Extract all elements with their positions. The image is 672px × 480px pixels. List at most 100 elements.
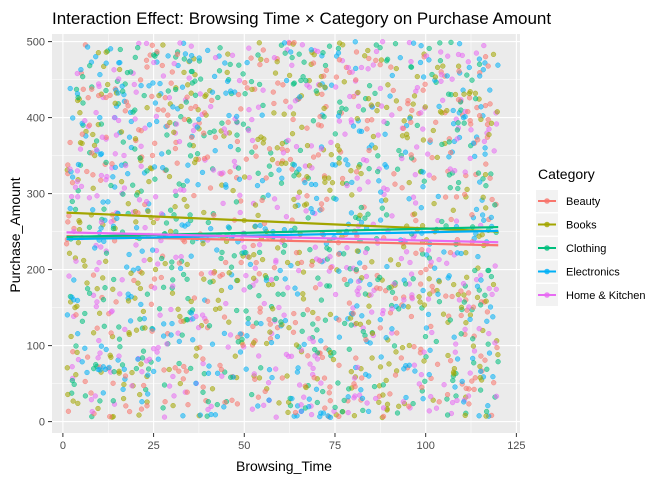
scatter-point [116,76,122,82]
scatter-point [178,103,184,110]
scatter-point [394,410,401,416]
scatter-point [246,45,252,51]
scatter-point [255,52,261,58]
scatter-point [221,330,228,337]
scatter-point [332,404,338,411]
scatter-point [212,306,219,312]
scatter-points [63,39,501,421]
scatter-point [473,50,480,56]
scatter-point [333,74,340,80]
scatter-point [353,169,360,175]
scatter-point [460,280,467,287]
scatter-point [478,368,484,374]
scatter-point [245,315,251,322]
scatter-point [377,45,383,51]
scatter-point [112,164,118,171]
scatter-point [145,366,152,372]
scatter-point [72,206,79,213]
scatter-point [221,404,227,410]
scatter-point [381,185,387,191]
scatter-point [300,269,307,275]
scatter-point [194,151,201,157]
scatter-point [282,317,289,324]
scatter-point [93,147,100,153]
scatter-point [112,151,118,157]
scatter-point [238,106,244,112]
scatter-point [426,371,432,378]
scatter-point [265,192,271,198]
scatter-point [256,271,262,277]
scatter-point [300,311,306,318]
scatter-point [324,245,330,251]
scatter-point [279,375,285,381]
scatter-point [203,318,209,324]
scatter-point [154,349,160,355]
scatter-point [428,259,434,265]
scatter-point [260,102,266,109]
scatter-point [450,121,457,127]
scatter-point [235,339,241,345]
scatter-point [310,321,316,327]
scatter-point [170,104,176,110]
scatter-point [358,64,365,71]
scatter-point [290,111,297,117]
scatter-point [212,148,218,154]
scatter-point [365,319,372,325]
scatter-point [197,91,203,97]
scatter-point [481,138,488,145]
scatter-point [454,127,461,133]
scatter-point [406,342,412,349]
scatter-point [476,61,483,67]
scatter-point [235,147,241,153]
scatter-point [271,110,277,116]
scatter-point [335,45,342,52]
scatter-point [86,290,93,296]
scatter-point [103,258,109,264]
scatter-point [446,273,452,279]
scatter-point [97,71,103,78]
scatter-point [444,391,451,398]
y-axis-title: Purchase_Amount [7,177,23,292]
scatter-point [103,49,109,55]
scatter-point [78,183,85,190]
scatter-point [77,146,84,152]
scatter-point [223,182,229,188]
scatter-point [492,263,498,269]
scatter-point [304,174,310,180]
scatter-point [420,287,426,294]
scatter-point [64,312,71,318]
scatter-point [403,363,409,369]
scatter-point [144,64,150,70]
scatter-point [75,194,81,200]
scatter-point [311,375,317,381]
scatter-point [301,202,308,208]
scatter-point [234,401,241,407]
scatter-point [127,69,134,75]
scatter-point [360,407,366,414]
scatter-point [476,56,483,62]
scatter-point [349,179,355,186]
scatter-point [446,139,452,145]
scatter-point [285,409,291,416]
scatter-point [236,62,242,68]
scatter-point [249,137,256,144]
scatter-point [268,171,274,178]
scatter-point [137,155,143,161]
scatter-point [486,131,492,138]
scatter-point [354,248,361,254]
scatter-point [318,123,324,129]
scatter-point [493,286,499,292]
scatter-point [162,399,168,405]
scatter-point [160,333,167,339]
scatter-point [109,161,115,167]
scatter-point [336,268,342,274]
scatter-point [178,318,184,325]
scatter-point [447,166,453,172]
scatter-point [122,326,128,333]
scatter-point [478,104,484,110]
scatter-point [165,53,171,59]
scatter-point [356,164,362,170]
scatter-point [380,392,386,398]
scatter-point [116,60,122,66]
